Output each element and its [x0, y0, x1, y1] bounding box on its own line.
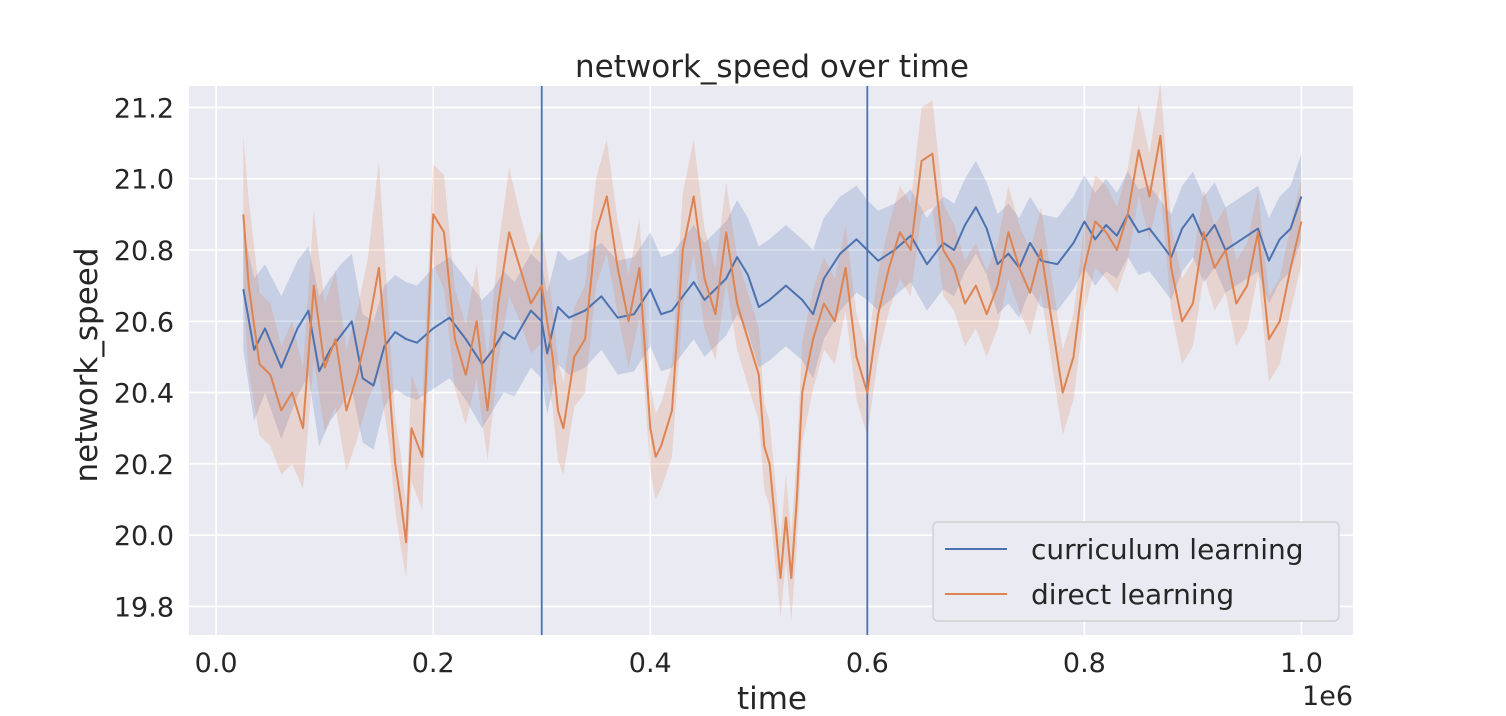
- x-tick-label: 0.0: [195, 648, 238, 679]
- y-tick-label: 20.2: [114, 450, 174, 481]
- legend-curriculum-label: curriculum learning: [1031, 533, 1304, 566]
- legend: curriculum learning direct learning: [932, 521, 1340, 622]
- x-tick-label: 0.6: [846, 648, 889, 679]
- x-tick-label: 0.8: [1063, 648, 1106, 679]
- x-axis-label: time: [737, 681, 807, 716]
- legend-frame: [932, 521, 1340, 622]
- series-lines: [242, 134, 1303, 579]
- direct-learning-confidence-band: [243, 82, 1302, 621]
- legend-direct-label: direct learning: [1031, 578, 1234, 611]
- y-tick-label: 20.8: [114, 236, 174, 267]
- curriculum-learning-line: [242, 196, 1303, 387]
- y-tick-label: 19.8: [114, 592, 174, 623]
- x-tick-label: 1.0: [1280, 648, 1323, 679]
- x-scale-offset-label: 1e6: [1302, 681, 1353, 712]
- vertical-reference-lines: [540, 86, 869, 635]
- curriculum-learning-confidence-band: [243, 153, 1302, 450]
- tick-labels: 0.0 0.2 0.4 0.6 0.8 1.0 19.8 20.0 20.2 20.4 20.6 20…: [114, 93, 1323, 679]
- y-tick-label: 20.6: [114, 307, 174, 338]
- x-tick-label: 0.4: [629, 648, 672, 679]
- y-tick-label: 20.4: [114, 379, 174, 410]
- y-tick-label: 20.0: [114, 521, 174, 552]
- confidence-bands: [243, 82, 1302, 621]
- y-axis-label: network_speed: [69, 247, 105, 482]
- y-tick-label: 21.0: [114, 165, 174, 196]
- chart-title: network_speed over time: [575, 49, 969, 85]
- y-tick-label: 21.2: [114, 93, 174, 124]
- x-tick-label: 0.2: [412, 648, 455, 679]
- direct-learning-line: [242, 134, 1303, 579]
